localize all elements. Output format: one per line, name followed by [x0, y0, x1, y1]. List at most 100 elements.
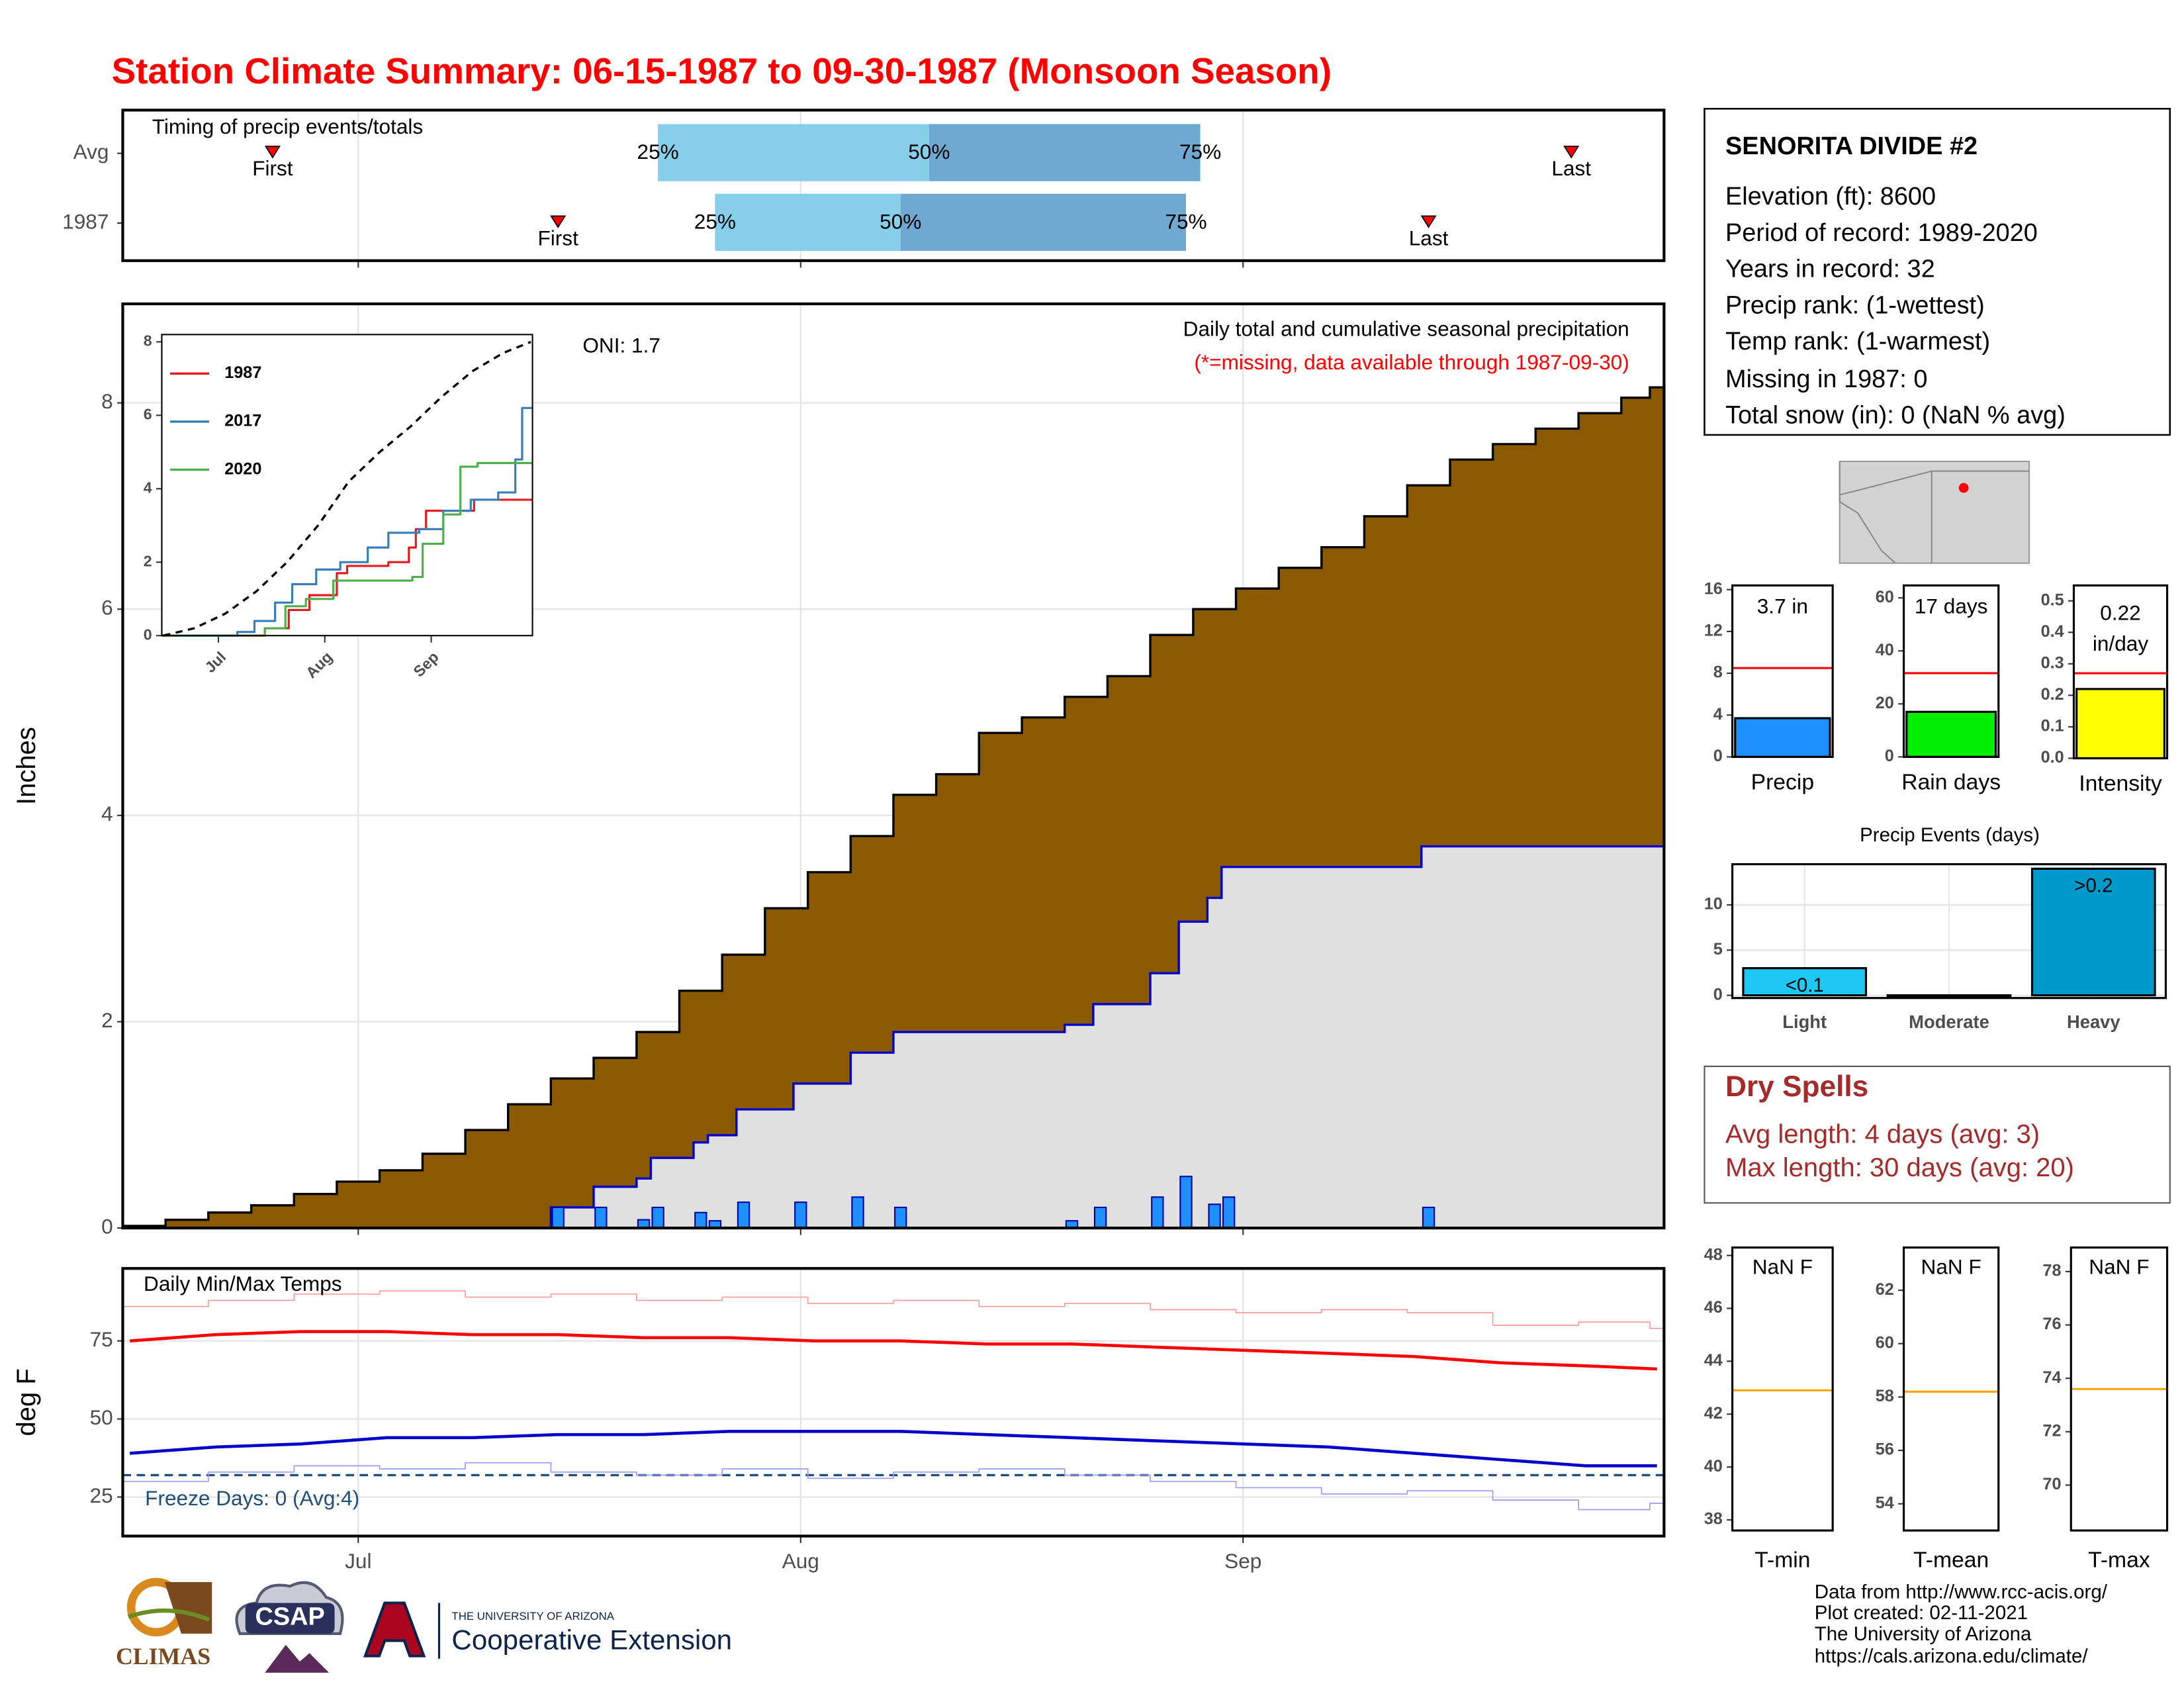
daily-bar: [1222, 1196, 1236, 1229]
station-line: Missing in 1987: 0: [1725, 365, 1927, 393]
daily-bar: [594, 1206, 608, 1229]
y-tick-label: 8: [101, 389, 113, 413]
daily-bar: [794, 1201, 807, 1229]
y-tick-label: 46: [1704, 1298, 1723, 1317]
series-line: [161, 406, 533, 637]
y-tick-label: 60: [1876, 588, 1894, 606]
quartile-label: 25%: [694, 209, 736, 233]
y-tick-label: 56: [1876, 1440, 1894, 1459]
logo-shape: [164, 1581, 212, 1634]
category-label: Heavy: [2067, 1011, 2120, 1032]
category-label: Precip: [1751, 770, 1815, 794]
annotation: Daily Min/Max Temps: [144, 1272, 341, 1295]
panel-title: Timing of precip events/totals: [152, 115, 424, 138]
y-tick-label: 20: [1876, 694, 1894, 712]
plot-frame: [161, 334, 533, 637]
plot-frame: [1731, 584, 1834, 758]
average-line: [163, 340, 531, 637]
event-marker: [550, 215, 567, 228]
value-label-line: in/day: [2093, 632, 2148, 655]
y-tick-label: 8: [1713, 663, 1723, 682]
footer-line: Plot created: 02-11-2021: [1815, 1602, 2028, 1624]
quartile-label: 75%: [1179, 140, 1221, 164]
station-box: [1704, 107, 2171, 436]
x-tick-label: Jul: [345, 1549, 371, 1573]
row-label: 1987: [62, 209, 109, 233]
y-tick-label: 0: [144, 626, 152, 643]
y-tick-label: 50: [90, 1405, 113, 1429]
station-line: Period of record: 1989-2020: [1725, 219, 2038, 247]
logo-shape: [245, 1603, 335, 1634]
y-tick-label: 6: [144, 406, 152, 423]
y-tick-label: 58: [1876, 1387, 1894, 1405]
y-tick-label: 25: [90, 1483, 113, 1507]
event-label: Last: [1551, 156, 1591, 180]
y-tick-label: 5: [1713, 940, 1723, 959]
daily-bar: [737, 1201, 751, 1229]
y-tick-label: 38: [1704, 1510, 1723, 1528]
series-line: [122, 1290, 1664, 1329]
plot-frame: [1731, 1246, 1834, 1532]
logo-text: CLIMAS: [116, 1643, 210, 1669]
y-tick-label: 12: [1704, 622, 1723, 640]
quartile-box: [715, 193, 901, 252]
y-tick-label: 0.5: [2041, 590, 2064, 609]
value-label: 3.7 in: [1757, 594, 1808, 618]
arizona-logo: THE UNIVERSITY OF ARIZONA Cooperative Ex…: [363, 1601, 732, 1659]
annotation: Daily total and cumulative seasonal prec…: [1183, 316, 1629, 340]
footer-line: Data from http://www.rcc-acis.org/: [1815, 1581, 2108, 1603]
category-label: T-mean: [1913, 1548, 1989, 1572]
plot-frame: [1902, 1246, 2000, 1532]
locator-map: [1839, 460, 2030, 564]
plot-frame: [2072, 584, 2169, 760]
category-note: <0.1: [1786, 974, 1824, 996]
y-tick-label: 16: [1704, 579, 1723, 598]
legend-label: 2017: [224, 412, 261, 430]
plot-frame: [2070, 1246, 2169, 1532]
y-tick-label: 48: [1704, 1245, 1723, 1264]
logo-text: Cooperative Extension: [451, 1624, 732, 1656]
y-tick-label: 0: [1713, 985, 1723, 1004]
y-tick-label: 76: [2042, 1315, 2061, 1333]
category-label: Light: [1782, 1011, 1827, 1032]
quartile-label: 25%: [637, 140, 679, 164]
daily-bar: [1422, 1206, 1435, 1229]
category-label: T-min: [1754, 1548, 1810, 1572]
station-location: [1958, 483, 1969, 493]
bar: [2030, 867, 2156, 997]
quartile-label: 50%: [880, 209, 921, 233]
y-tick-label: 0: [1713, 747, 1723, 765]
y-tick-label: 0: [1885, 747, 1894, 765]
category-label: Intensity: [2079, 771, 2162, 796]
y-tick-label: 62: [1876, 1280, 1894, 1299]
y-tick-label: 70: [2042, 1475, 2061, 1493]
daily-bar: [1093, 1206, 1107, 1229]
bar: [1886, 994, 2012, 998]
y-tick-label: 42: [1704, 1404, 1723, 1423]
daily-bar: [694, 1211, 707, 1229]
plot-background: [1903, 1247, 1999, 1531]
y-tick-label: 0.0: [2041, 748, 2064, 767]
y-tick-label: 4: [101, 802, 113, 825]
value-label: NaN F: [1921, 1255, 1981, 1279]
page-title: Station Climate Summary: 06-15-1987 to 0…: [112, 50, 1332, 91]
category-note: >0.2: [2074, 875, 2113, 897]
y-axis-label: deg F: [12, 1368, 41, 1436]
y-tick-label: 0: [101, 1214, 113, 1238]
value-label-line: 0.22: [2100, 601, 2140, 625]
category-label: Rain days: [1901, 770, 2001, 794]
panel-title: Precip Events (days): [1860, 824, 2040, 846]
map-land: [1839, 460, 2030, 564]
y-tick-label: 4: [144, 479, 152, 496]
y-axis-label: Inches: [12, 727, 41, 805]
event-label: First: [537, 226, 578, 250]
row-label: Avg: [73, 140, 109, 164]
y-tick-label: 0.3: [2041, 653, 2064, 672]
daily-bar: [1179, 1176, 1193, 1229]
y-tick-label: 2: [144, 552, 152, 569]
dry-spells-title: Dry Spells: [1725, 1070, 1868, 1103]
y-tick-label: 40: [1876, 641, 1894, 659]
bar: [1905, 710, 1997, 758]
category-label: T-max: [2088, 1548, 2150, 1572]
